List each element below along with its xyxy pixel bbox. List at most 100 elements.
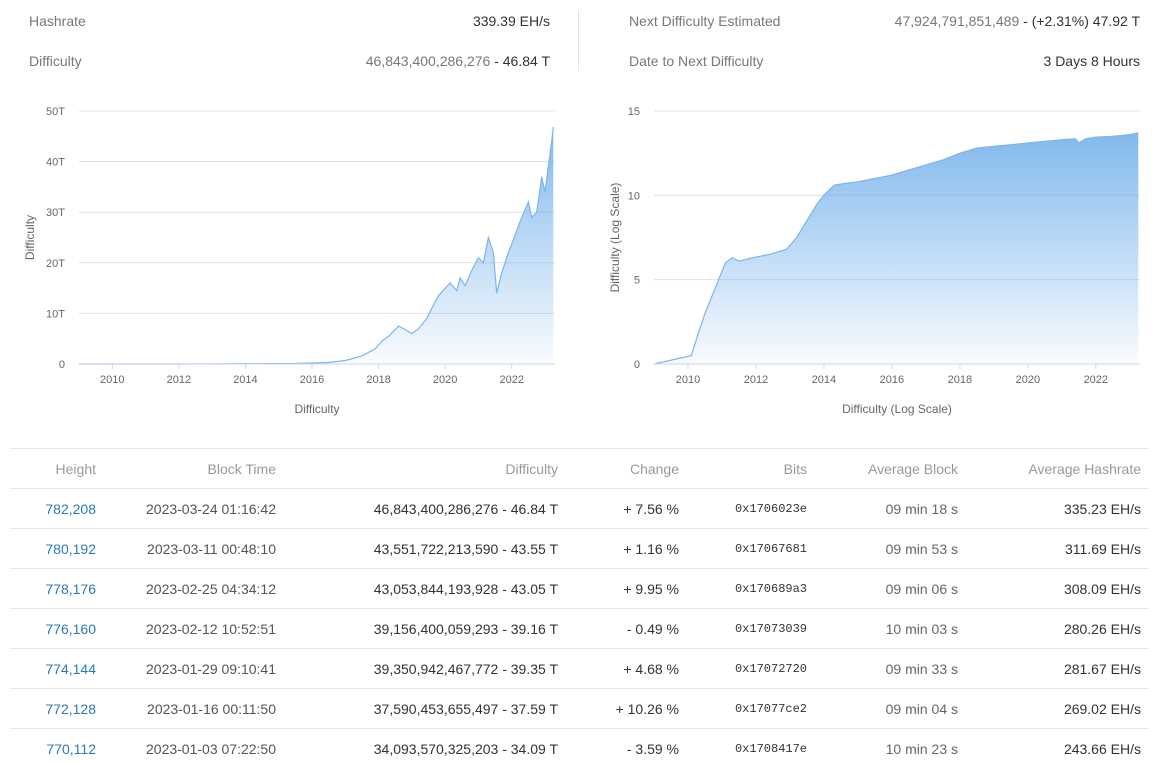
x-tick-label: 2022 (499, 374, 523, 386)
y-tick-label: 10T (46, 308, 65, 320)
height-cell: 782,208 (10, 488, 104, 529)
average-block-cell: 10 min 03 s (815, 608, 966, 649)
table-row: 772,128 2023-01-16 00:11:50 37,590,453,655… (10, 688, 1149, 729)
column-header-difficulty: Difficulty (284, 448, 566, 489)
y-tick-label: 40T (46, 157, 65, 169)
column-header-average-hashrate: Average Hashrate (966, 448, 1149, 489)
y-tick-label: 5 (634, 275, 640, 287)
block-height-link[interactable]: 770,112 (46, 740, 96, 757)
table-row: 774,144 2023-01-29 09:10:41 39,350,942,467… (10, 648, 1149, 689)
x-axis-title: Difficulty (294, 402, 339, 416)
bits-cell: 0x17067681 (687, 528, 815, 569)
average-hashrate-cell: 269.02 EH/s (966, 688, 1149, 729)
hashrate-value: 339.39 EH/s (472, 13, 550, 29)
table-row: 770,112 2023-01-03 07:22:50 34,093,570,325… (10, 728, 1149, 763)
y-tick-label: 20T (46, 258, 65, 270)
x-tick-label: 2014 (812, 374, 836, 386)
block-height-link[interactable]: 782,208 (45, 500, 96, 517)
difficulty-adjustments-table: Height Block Time Difficulty Change Bits Aver… (10, 448, 1149, 763)
difficulty-chart[interactable]: 0 10T 20T 30T 40T 50T 2010 2012 2014 2016 2018 2020… (10, 96, 570, 426)
column-header-height: Height (10, 448, 104, 489)
next-date-value: 3 Days 8 Hours (1043, 53, 1140, 69)
bits-cell: 0x17077ce2 (687, 688, 815, 729)
block-height-link[interactable]: 776,160 (45, 620, 96, 637)
difficulty-short: - 46.84 T (490, 53, 550, 69)
difficulty-raw: 46,843,400,286,276 (365, 53, 491, 69)
difficulty-label: Difficulty (29, 53, 82, 69)
x-tick-label: 2020 (433, 374, 457, 386)
x-tick-label: 2016 (880, 374, 904, 386)
hashrate-row: Hashrate 339.39 EH/s (10, 1, 550, 41)
block-time-cell: 2023-03-24 01:16:42 (104, 488, 284, 529)
next-difficulty-row: Next Difficulty Estimated 47,924,791,851… (610, 1, 1140, 41)
bits-cell: 0x1708417e (687, 728, 815, 763)
stats-divider (578, 10, 579, 71)
height-cell: 770,112 (10, 728, 104, 763)
block-height-link[interactable]: 772,128 (45, 700, 96, 717)
average-hashrate-cell: 281.67 EH/s (966, 648, 1149, 689)
height-cell: 780,192 (10, 528, 104, 569)
height-cell: 772,128 (10, 688, 104, 729)
difficulty-value: 46,843,400,286,276 - 46.84 T (366, 53, 550, 69)
average-hashrate-cell: 280.26 EH/s (966, 608, 1149, 649)
x-tick-label: 2012 (167, 374, 191, 386)
table-row: 782,208 2023-03-24 01:16:42 46,843,400,286… (10, 488, 1149, 529)
height-cell: 776,160 (10, 608, 104, 649)
y-axis-title: Difficulty (Log Scale) (608, 183, 622, 293)
change-cell: + 10.26 % (566, 688, 687, 729)
change-cell: + 4.68 % (566, 648, 687, 689)
next-difficulty-value: 47,924,791,851,489 - (+2.31%) 47.92 T (895, 13, 1140, 29)
block-time-cell: 2023-01-16 00:11:50 (104, 688, 284, 729)
average-block-cell: 09 min 04 s (815, 688, 966, 729)
y-tick-label: 50T (46, 106, 65, 118)
next-date-row: Date to Next Difficulty 3 Days 8 Hours (610, 41, 1140, 81)
average-block-cell: 09 min 06 s (815, 568, 966, 609)
block-height-link[interactable]: 780,192 (45, 540, 96, 557)
y-tick-label: 10 (628, 190, 640, 202)
difficulty-log-chart[interactable]: 0 5 10 15 2010 2012 2014 2016 2018 2020 2022 Diffic… (596, 96, 1152, 426)
average-block-cell: 09 min 18 s (815, 488, 966, 529)
y-axis-title: Difficulty (23, 215, 37, 260)
block-height-link[interactable]: 778,176 (45, 580, 96, 597)
change-cell: - 3.59 % (566, 728, 687, 763)
next-difficulty-label: Next Difficulty Estimated (629, 13, 781, 29)
block-height-link[interactable]: 774,144 (45, 660, 96, 677)
bits-cell: 0x170689a3 (687, 568, 815, 609)
bits-cell: 0x17073039 (687, 608, 815, 649)
height-cell: 778,176 (10, 568, 104, 609)
x-tick-label: 2016 (300, 374, 324, 386)
x-tick-label: 2018 (366, 374, 390, 386)
x-tick-label: 2010 (676, 374, 700, 386)
next-difficulty-change: - (+2.31%) 47.92 T (1019, 13, 1140, 29)
column-header-change: Change (566, 448, 687, 489)
x-tick-label: 2022 (1084, 374, 1108, 386)
block-time-cell: 2023-02-12 10:52:51 (104, 608, 284, 649)
table-body: 782,208 2023-03-24 01:16:42 46,843,400,286… (10, 488, 1149, 763)
next-difficulty-raw: 47,924,791,851,489 (894, 13, 1020, 29)
bits-cell: 0x1706023e (687, 488, 815, 529)
series-line (79, 126, 554, 365)
table-row: 778,176 2023-02-25 04:34:12 43,053,844,193… (10, 568, 1149, 609)
change-cell: - 0.49 % (566, 608, 687, 649)
change-cell: + 1.16 % (566, 528, 687, 569)
average-block-cell: 09 min 53 s (815, 528, 966, 569)
series-line (653, 132, 1139, 365)
y-tick-label: 30T (46, 207, 65, 219)
table-row: 780,192 2023-03-11 00:48:10 43,551,722,213… (10, 528, 1149, 569)
difficulty-cell: 43,053,844,193,928 - 43.05 T (284, 568, 566, 609)
bits-cell: 0x17072720 (687, 648, 815, 689)
next-date-label: Date to Next Difficulty (629, 53, 764, 69)
average-hashrate-cell: 335.23 EH/s (966, 488, 1149, 529)
difficulty-chart-svg[interactable]: 0 10T 20T 30T 40T 50T 2010 2012 2014 2016 2018 2020… (10, 96, 570, 426)
series-area (79, 127, 554, 364)
difficulty-log-chart-svg[interactable]: 0 5 10 15 2010 2012 2014 2016 2018 2020 2022 Diffic… (596, 96, 1152, 426)
table-header-row: Height Block Time Difficulty Change Bits Aver… (10, 448, 1149, 489)
x-tick-label: 2018 (948, 374, 972, 386)
difficulty-cell: 37,590,453,655,497 - 37.59 T (284, 688, 566, 729)
hashrate-label: Hashrate (29, 13, 86, 29)
x-tick-label: 2020 (1016, 374, 1040, 386)
series-area (654, 132, 1139, 364)
difficulty-cell: 39,156,400,059,293 - 39.16 T (284, 608, 566, 649)
average-hashrate-cell: 308.09 EH/s (966, 568, 1149, 609)
table-row: 776,160 2023-02-12 10:52:51 39,156,400,059… (10, 608, 1149, 649)
